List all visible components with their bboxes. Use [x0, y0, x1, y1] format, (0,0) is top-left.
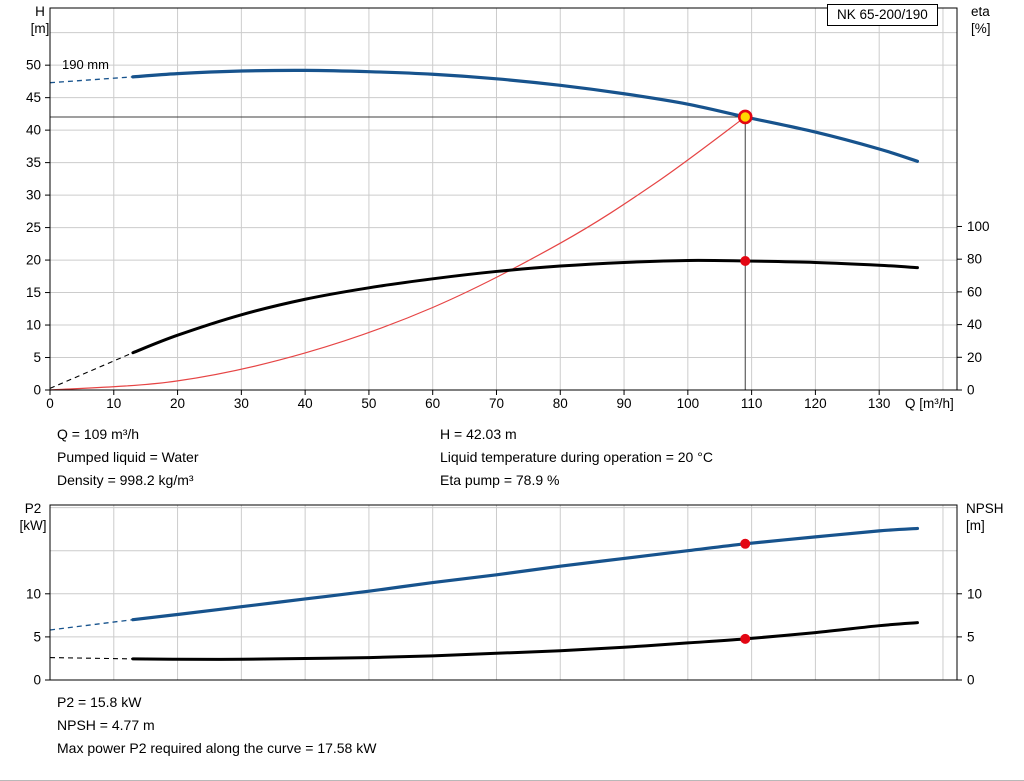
tick-label: 90 [617, 396, 632, 411]
info-max-power: Max power P2 required along the curve = … [57, 740, 377, 756]
npsh-axis-symbol: NPSH [966, 501, 1004, 516]
eta-axis-symbol: eta [971, 4, 990, 19]
info-temperature: Liquid temperature during operation = 20… [440, 449, 713, 465]
tick-label: 30 [26, 188, 41, 203]
info-efficiency: Eta pump = 78.9 % [440, 472, 560, 488]
tick-label: 40 [298, 396, 313, 411]
tick-label: 60 [425, 396, 440, 411]
tick-label: 0 [967, 383, 975, 398]
tick-label: 80 [967, 252, 982, 267]
tick-label: 110 [741, 396, 763, 411]
tick-label: 30 [234, 396, 249, 411]
q-axis-label: Q [m³/h] [905, 396, 954, 411]
tick-label: 50 [26, 58, 41, 73]
tick-label: 25 [26, 220, 41, 235]
power-npsh-chart: 0 5 10 0 5 10 [26, 504, 982, 688]
tick-label: 5 [33, 629, 41, 644]
tick-label: 100 [677, 396, 700, 411]
p2-axis-title: P2 [kW] [14, 500, 52, 534]
p2-axis-symbol: P2 [24, 501, 42, 516]
operating-info-col2: H = 42.03 m Liquid temperature during op… [440, 423, 713, 492]
tick-label: 100 [967, 219, 990, 234]
tick-label: 60 [967, 284, 982, 299]
npsh-axis-title: NPSH [m] [966, 500, 1004, 534]
h-axis-unit: [m] [30, 21, 50, 36]
info-head: H = 42.03 m [440, 426, 517, 442]
pump-model-badge: NK 65-200/190 [827, 4, 938, 26]
tick-label: 10 [967, 586, 982, 601]
tick-label: 70 [489, 396, 504, 411]
tick-label: 40 [26, 123, 41, 138]
tick-label: 130 [868, 396, 891, 411]
tick-label: 15 [26, 285, 41, 300]
tick-label: 5 [33, 350, 41, 365]
info-liquid: Pumped liquid = Water [57, 449, 199, 465]
tick-label: 0 [967, 673, 975, 688]
npsh-axis-unit: [m] [966, 518, 985, 533]
tick-label: 5 [967, 629, 975, 644]
p2-axis-unit: [kW] [19, 518, 47, 533]
impeller-diameter-label: 190 mm [62, 57, 109, 72]
tick-label: 0 [46, 396, 54, 411]
tick-label: 0 [33, 383, 41, 398]
tick-label: 40 [967, 317, 982, 332]
info-npsh: NPSH = 4.77 m [57, 717, 155, 733]
tick-label: 20 [967, 350, 982, 365]
eta-axis-title: eta [%] [971, 3, 991, 37]
tick-label: 10 [26, 318, 41, 333]
tick-label: 10 [26, 586, 41, 601]
head-efficiency-chart: 0 5 10 15 20 25 30 35 40 45 50 0 20 40 60 80 100 0 10 20 30 4… [26, 7, 990, 411]
eta-axis-unit: [%] [971, 21, 991, 36]
tick-label: 20 [26, 253, 41, 268]
h-axis-symbol: H [35, 4, 45, 19]
info-flow: Q = 109 m³/h [57, 426, 140, 442]
tick-label: 45 [26, 90, 41, 105]
h-axis-title: H [m] [24, 3, 56, 37]
tick-label: 10 [106, 396, 121, 411]
operating-info-col1: Q = 109 m³/h Pumped liquid = Water Densi… [57, 423, 199, 492]
tick-label: 35 [26, 155, 41, 170]
tick-label: 80 [553, 396, 568, 411]
info-p2: P2 = 15.8 kW [57, 694, 142, 710]
tick-label: 0 [33, 673, 41, 688]
info-density: Density = 998.2 kg/m³ [57, 472, 194, 488]
tick-label: 50 [361, 396, 376, 411]
power-info: P2 = 15.8 kW NPSH = 4.77 m Max power P2 … [57, 691, 376, 760]
tick-label: 120 [804, 396, 827, 411]
tick-label: 20 [170, 396, 185, 411]
